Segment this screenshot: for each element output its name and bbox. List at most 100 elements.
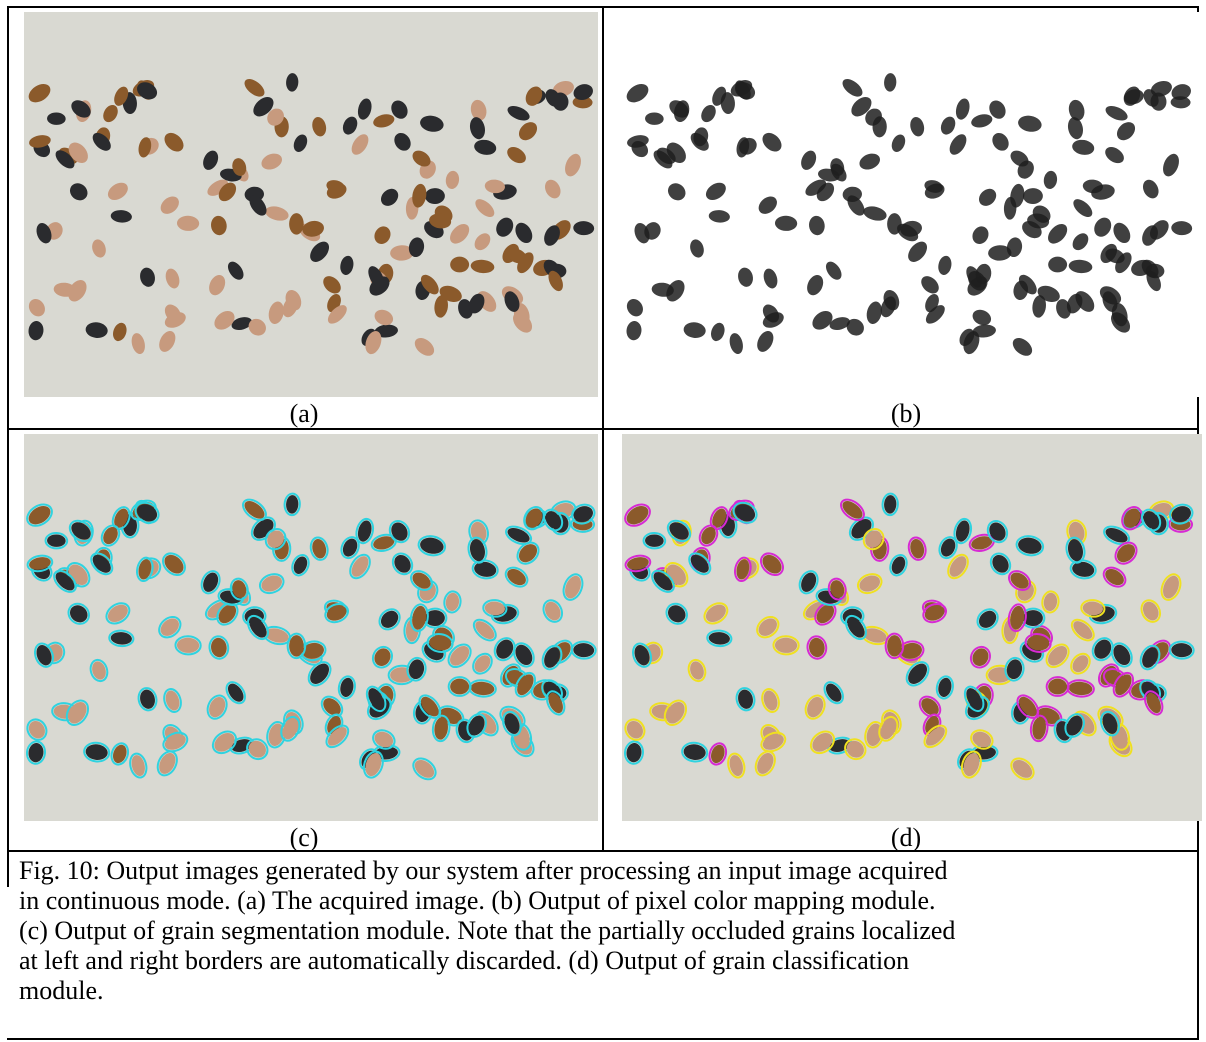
segment-outline: [163, 688, 182, 713]
class-outline: [881, 492, 899, 517]
bean-mask: [940, 116, 956, 135]
class-outline: [1160, 573, 1182, 601]
bean: [474, 233, 491, 251]
class-outline: [1168, 640, 1195, 660]
segment-outline: [468, 679, 497, 698]
panel-a-label: (a): [289, 399, 319, 428]
class-outline: [1065, 536, 1086, 564]
bean: [1171, 506, 1191, 523]
bean: [669, 522, 689, 540]
caption-line: Fig. 10: Output images generated by our …: [19, 856, 948, 885]
bean: [925, 727, 945, 746]
bean: [1066, 715, 1083, 736]
bean: [207, 179, 229, 196]
bean-mask: [966, 266, 982, 288]
segment-outline: [26, 718, 48, 741]
segment-outline: [134, 501, 160, 524]
bean-mask: [736, 137, 750, 158]
class-outline: [1007, 603, 1027, 633]
class-outline: [1121, 506, 1143, 531]
bean: [1105, 528, 1128, 543]
bean: [29, 135, 51, 148]
bean: [342, 538, 358, 557]
bean: [69, 605, 88, 623]
segment-outline: [53, 569, 77, 593]
class-outline: [884, 632, 905, 660]
segment-outline: [472, 618, 497, 642]
bean-mask: [1146, 270, 1161, 292]
segment-outline: [68, 519, 94, 543]
bean: [1006, 659, 1023, 680]
bean-mask: [1072, 139, 1095, 155]
segment-outline: [570, 640, 597, 660]
bean: [938, 677, 952, 697]
bean: [545, 511, 561, 529]
class-outline: [772, 635, 800, 656]
bean-mask: [859, 153, 881, 170]
bean-mask: [949, 134, 967, 155]
bean-mask: [863, 206, 887, 221]
bean: [667, 605, 686, 623]
panel-b-label: (b): [890, 399, 922, 428]
bean-mask: [865, 108, 882, 126]
caption-line: module.: [19, 976, 104, 1005]
class-outline: [1070, 652, 1091, 675]
bean-mask: [1116, 122, 1136, 141]
bean: [248, 318, 266, 336]
bean: [374, 309, 394, 326]
class-outline: [698, 524, 719, 547]
bean: [293, 134, 308, 152]
segment-outline: [431, 714, 451, 743]
bean: [138, 137, 152, 158]
bean-mask: [1006, 237, 1023, 258]
bean-mask: [738, 267, 753, 287]
bean-mask: [847, 195, 865, 216]
bean-mask: [1068, 259, 1093, 274]
class-outline: [760, 731, 787, 753]
bean: [203, 150, 219, 170]
bean: [160, 196, 179, 214]
bean-mask: [762, 312, 784, 328]
bean: [525, 86, 543, 106]
bean: [736, 559, 750, 580]
segment-outline: [108, 629, 135, 648]
bean: [412, 572, 431, 589]
bean: [380, 610, 399, 628]
bean: [470, 259, 495, 274]
class-outline: [1114, 541, 1138, 565]
bean: [842, 501, 863, 519]
bean: [394, 554, 411, 573]
class-outline: [970, 729, 994, 750]
bean-mask: [1027, 213, 1050, 229]
bean: [253, 97, 274, 117]
class-outline: [856, 573, 883, 595]
segment-outline: [65, 699, 90, 726]
bean: [232, 580, 247, 598]
segment-outline: [505, 525, 533, 545]
class-outline: [844, 738, 867, 761]
bean: [972, 648, 989, 667]
bean: [140, 689, 155, 709]
bean: [327, 305, 347, 324]
bean: [496, 639, 514, 659]
class-outline: [735, 687, 756, 712]
bean: [1142, 647, 1158, 668]
bean: [544, 225, 560, 246]
segment-outline: [111, 506, 131, 531]
bean: [164, 312, 186, 328]
bean: [910, 538, 925, 559]
class-outline: [1045, 676, 1070, 697]
class-outline: [1102, 566, 1127, 588]
bean: [113, 744, 127, 764]
class-outline: [663, 699, 688, 726]
bean: [103, 105, 118, 123]
segment-outline: [472, 652, 493, 675]
segment-outline: [89, 658, 109, 683]
bean: [1143, 511, 1159, 529]
bean: [107, 182, 128, 200]
segment-outline: [349, 553, 371, 580]
bean: [429, 213, 452, 229]
panel-c-label: (c): [289, 823, 319, 852]
class-outline: [651, 569, 675, 593]
bean-mask: [846, 318, 864, 336]
